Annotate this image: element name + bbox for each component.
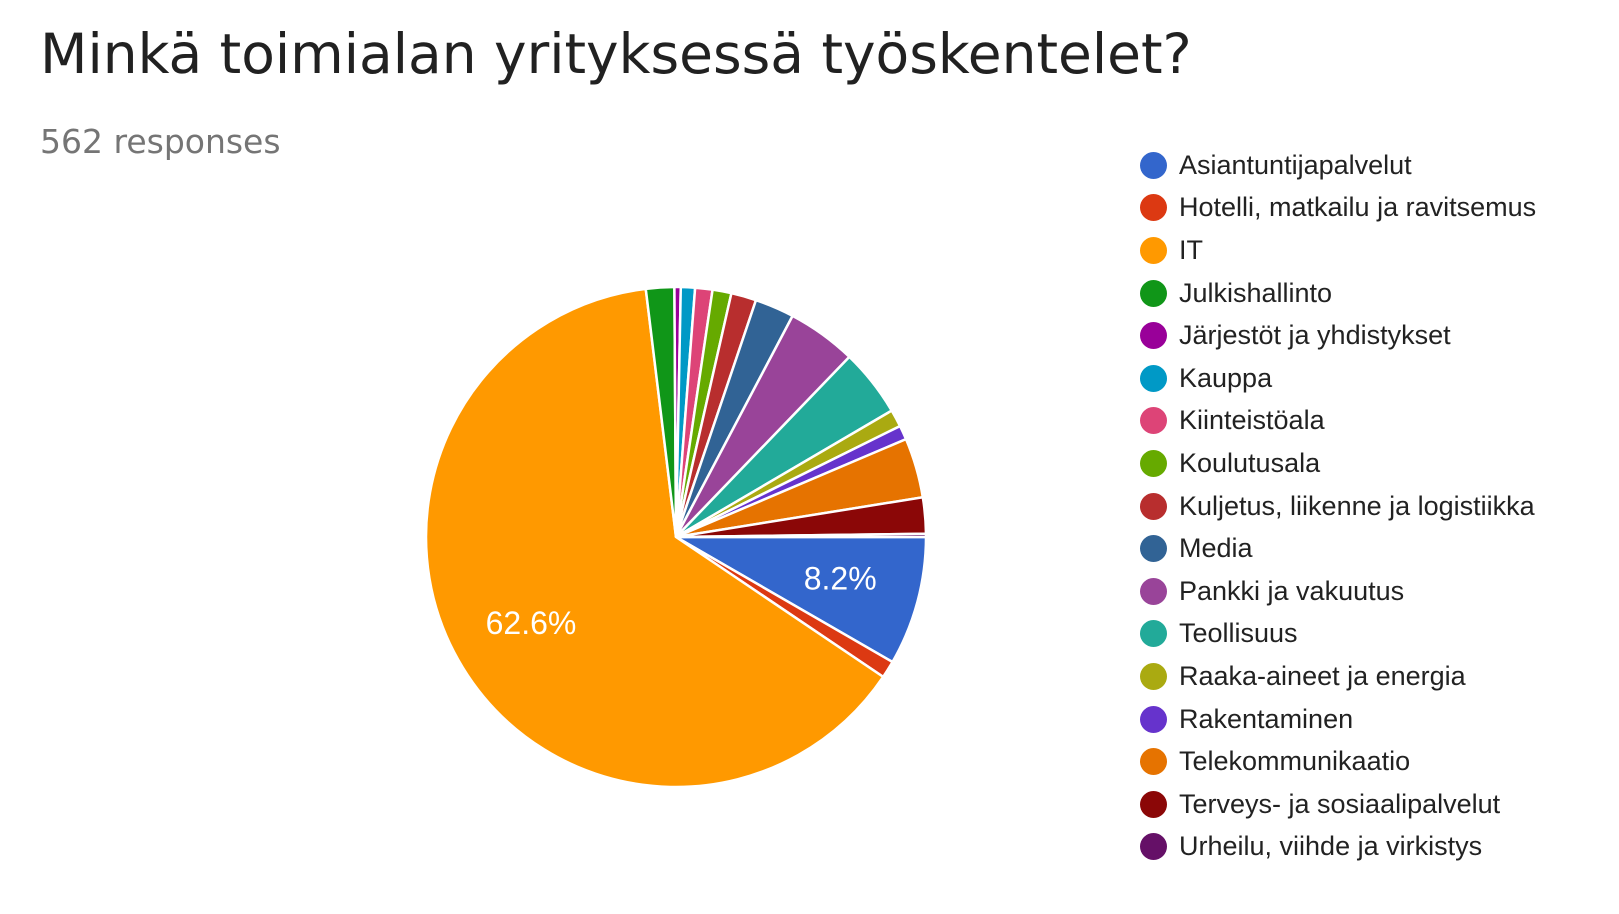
legend-swatch bbox=[1140, 407, 1167, 435]
slice-label-asiantuntijapalvelut: 8.2% bbox=[804, 560, 877, 596]
legend-label: Järjestöt ja yhdistykset bbox=[1179, 320, 1451, 351]
legend-item-urheilu-viihde-ja-virkistys[interactable]: Urheilu, viihde ja virkistys bbox=[1140, 826, 1536, 869]
legend-swatch bbox=[1140, 236, 1167, 264]
legend-item-kiinteistoala[interactable]: Kiinteistöala bbox=[1140, 400, 1536, 443]
legend-item-telekommunikaatio[interactable]: Telekommunikaatio bbox=[1140, 740, 1536, 783]
legend-item-pankki-ja-vakuutus[interactable]: Pankki ja vakuutus bbox=[1140, 570, 1536, 613]
chart-legend: Asiantuntijapalvelut Hotelli, matkailu ja… bbox=[1140, 144, 1536, 868]
legend-item-it[interactable]: IT bbox=[1140, 229, 1536, 272]
legend-swatch bbox=[1140, 535, 1167, 563]
legend-label: Julkishallinto bbox=[1179, 277, 1333, 308]
legend-swatch bbox=[1140, 620, 1167, 648]
legend-item-kauppa[interactable]: Kauppa bbox=[1140, 357, 1536, 400]
response-count: 562 responses bbox=[40, 122, 281, 161]
legend-label: Pankki ja vakuutus bbox=[1179, 575, 1405, 606]
legend-label: Telekommunikaatio bbox=[1179, 746, 1411, 777]
chart-title: Minkä toimialan yrityksessä työskentelet… bbox=[40, 22, 1192, 86]
legend-swatch bbox=[1140, 748, 1167, 776]
legend-label: Raaka-aineet ja energia bbox=[1179, 660, 1466, 691]
legend-label: Rakentaminen bbox=[1179, 703, 1354, 734]
legend-swatch bbox=[1140, 492, 1167, 520]
pie-slice-urheilu-viihde-ja-virkistys[interactable] bbox=[675, 532, 928, 539]
legend-item-raaka-aineet-ja-energia[interactable]: Raaka-aineet ja energia bbox=[1140, 655, 1536, 698]
legend-swatch bbox=[1140, 705, 1167, 733]
legend-label: Asiantuntijapalvelut bbox=[1179, 149, 1412, 180]
legend-label: Urheilu, viihde ja virkistys bbox=[1179, 831, 1483, 862]
legend-label: Teollisuus bbox=[1179, 618, 1298, 649]
legend-item-koulutusala[interactable]: Koulutusala bbox=[1140, 442, 1536, 485]
pie-chart: 8.2% 62.6% bbox=[424, 285, 928, 789]
legend-item-rakentaminen[interactable]: Rakentaminen bbox=[1140, 698, 1536, 741]
legend-label: Media bbox=[1179, 533, 1253, 564]
legend-item-media[interactable]: Media bbox=[1140, 527, 1536, 570]
legend-label: Kiinteistöala bbox=[1179, 405, 1325, 436]
pie-slice-asiantuntijapalvelut[interactable] bbox=[671, 535, 928, 664]
legend-label: Kuljetus, liikenne ja logistiikka bbox=[1179, 490, 1535, 521]
legend-swatch bbox=[1140, 833, 1167, 861]
legend-item-julkishallinto[interactable]: Julkishallinto bbox=[1140, 272, 1536, 315]
legend-swatch bbox=[1140, 449, 1167, 477]
legend-swatch bbox=[1140, 151, 1167, 179]
legend-item-terveys-ja-sosiaalipalvelut[interactable]: Terveys- ja sosiaalipalvelut bbox=[1140, 783, 1536, 826]
legend-swatch bbox=[1140, 322, 1167, 350]
legend-label: Hotelli, matkailu ja ravitsemus bbox=[1179, 192, 1537, 223]
legend-label: Kauppa bbox=[1179, 362, 1273, 393]
legend-item-asiantuntijapalvelut[interactable]: Asiantuntijapalvelut bbox=[1140, 144, 1536, 187]
legend-swatch bbox=[1140, 279, 1167, 307]
legend-swatch bbox=[1140, 364, 1167, 392]
legend-swatch bbox=[1140, 662, 1167, 690]
pie-slice-it[interactable] bbox=[424, 287, 885, 789]
legend-swatch bbox=[1140, 577, 1167, 605]
legend-item-hotelli-matkailu-ja-ravitsemus[interactable]: Hotelli, matkailu ja ravitsemus bbox=[1140, 187, 1536, 230]
legend-swatch bbox=[1140, 790, 1167, 818]
legend-swatch bbox=[1140, 194, 1167, 222]
legend-item-teollisuus[interactable]: Teollisuus bbox=[1140, 613, 1536, 656]
slice-label-it: 62.6% bbox=[486, 605, 577, 641]
legend-item-kuljetus-liikenne-ja-logistiikka[interactable]: Kuljetus, liikenne ja logistiikka bbox=[1140, 485, 1536, 528]
legend-label: Terveys- ja sosiaalipalvelut bbox=[1179, 788, 1501, 819]
legend-label: Koulutusala bbox=[1179, 447, 1321, 478]
legend-item-jarjestot-ja-yhdistykset[interactable]: Järjestöt ja yhdistykset bbox=[1140, 314, 1536, 357]
legend-label: IT bbox=[1179, 234, 1203, 265]
